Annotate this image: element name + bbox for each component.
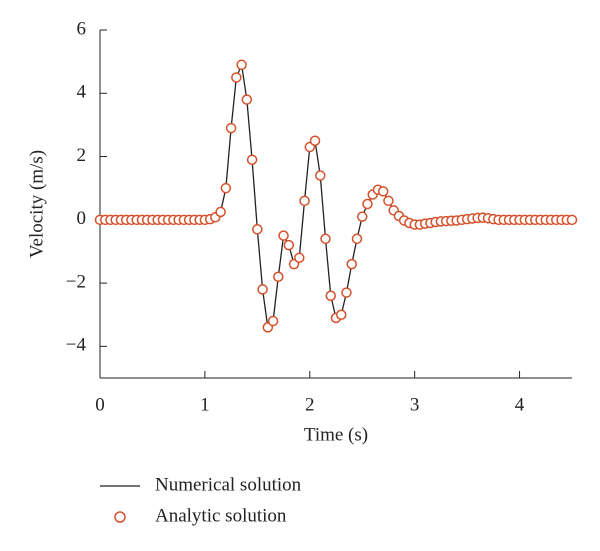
legend-label: Analytic solution [155, 505, 287, 526]
legend-label: Numerical solution [155, 474, 302, 495]
marker [299, 195, 310, 207]
x-tick-label: 1 [200, 394, 210, 415]
x-tick-label: 3 [410, 394, 420, 415]
marker [236, 59, 247, 71]
marker [346, 258, 357, 270]
marker [246, 154, 258, 165]
y-tick-label: −2 [66, 271, 86, 292]
marker [257, 284, 268, 295]
marker [315, 170, 326, 181]
marker [351, 233, 363, 245]
y-tick-label: 4 [77, 82, 87, 103]
marker [325, 290, 337, 301]
marker [362, 198, 373, 210]
marker [220, 182, 232, 194]
y-tick-label: 6 [77, 18, 87, 39]
x-tick-label: 0 [95, 394, 105, 415]
marker [383, 195, 394, 207]
y-tick-label: 2 [77, 145, 87, 166]
marker [273, 271, 284, 283]
marker [335, 309, 347, 320]
y-tick-label: 0 [77, 208, 87, 229]
marker [320, 233, 331, 245]
x-tick-label: 4 [515, 394, 525, 415]
marker [231, 72, 242, 83]
x-tick-label: 2 [305, 394, 315, 415]
marker [241, 94, 253, 105]
marker [283, 239, 295, 251]
marker [356, 211, 368, 222]
marker [267, 315, 279, 327]
y-axis-label: Velocity (m/s) [26, 150, 47, 258]
y-tick-label: −4 [66, 335, 87, 356]
marker [309, 135, 321, 146]
marker [215, 206, 226, 218]
marker [225, 122, 237, 134]
marker [252, 224, 263, 235]
marker [294, 252, 305, 264]
marker [377, 186, 389, 197]
legend-marker [114, 511, 126, 523]
marker [566, 214, 578, 226]
line [100, 62, 572, 329]
marker [341, 287, 352, 298]
x-axis-label: Time (s) [304, 424, 368, 445]
marker [278, 230, 289, 241]
